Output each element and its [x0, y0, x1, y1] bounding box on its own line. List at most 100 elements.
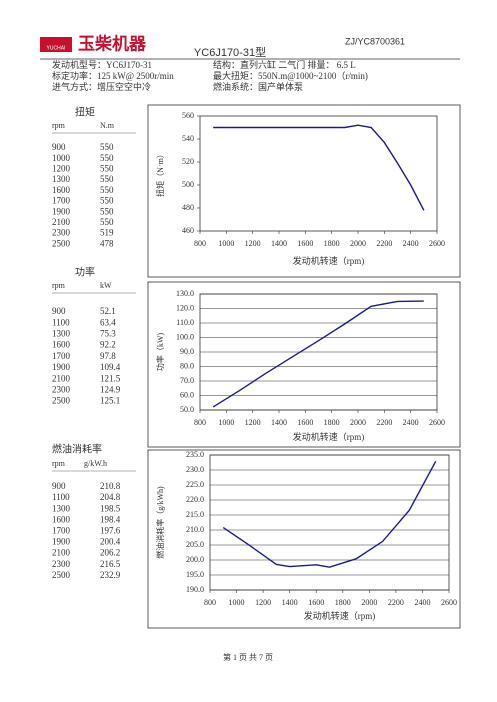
table-cell: 97.8: [100, 351, 116, 361]
table-cell: 2100: [52, 373, 71, 383]
table-cell: 478: [100, 238, 114, 248]
x-tick-label: 1000: [218, 239, 234, 248]
table-header: kW: [100, 281, 112, 290]
x-tick-label: 2400: [403, 418, 419, 427]
table-title: 燃油消耗率: [52, 442, 102, 455]
table-cell: 1600: [52, 185, 71, 195]
x-axis-label: 发动机转速（rpm): [293, 431, 365, 442]
table-cell: 1300: [52, 174, 71, 184]
y-tick-label: 120.0: [176, 303, 194, 312]
spec: 结构：直列六缸 二气门 排量： 6.5 L: [213, 59, 356, 70]
x-tick-label: 1000: [229, 598, 245, 607]
y-tick-label: 220.0: [186, 495, 204, 504]
table-cell: 1700: [52, 351, 71, 361]
table-cell: 2100: [52, 548, 71, 558]
x-tick-label: 1400: [282, 598, 298, 607]
x-tick-label: 1200: [245, 239, 261, 248]
y-tick-label: 235.0: [186, 450, 204, 459]
table-cell: 1600: [52, 340, 71, 350]
table-cell: 92.2: [100, 340, 116, 350]
table-cell: 550: [100, 206, 114, 216]
model-title: YC6J170-31型: [194, 45, 266, 59]
torque-curve: [212, 300, 424, 408]
x-tick-label: 800: [194, 418, 206, 427]
table-cell: 198.4: [100, 514, 121, 524]
table-cell: 1700: [52, 525, 71, 535]
table-cell: 1900: [52, 206, 71, 216]
table-cell: 1900: [52, 537, 71, 547]
table-cell: 1100: [52, 492, 70, 502]
table-cell: 52.1: [100, 306, 116, 316]
x-tick-label: 1600: [297, 418, 313, 427]
table-header: N.m: [100, 121, 115, 130]
table-cell: 1900: [52, 362, 71, 372]
y-tick-label: 70.0: [180, 376, 194, 385]
torque-curve: [213, 124, 425, 211]
y-tick-label: 50.0: [180, 405, 194, 414]
x-tick-label: 1800: [324, 418, 340, 427]
table-cell: 1300: [52, 328, 71, 338]
table-cell: 550: [100, 163, 114, 173]
x-tick-label: 2000: [361, 598, 377, 607]
y-tick-label: 195.0: [186, 570, 204, 579]
y-tick-label: 190.0: [186, 585, 204, 594]
table-cell: 124.9: [100, 384, 121, 394]
y-tick-label: 90.0: [180, 347, 194, 356]
x-tick-label: 1200: [255, 598, 271, 607]
table-cell: 550: [100, 217, 114, 227]
x-tick-label: 2200: [376, 418, 392, 427]
table-cell: 2100: [52, 217, 71, 227]
y-tick-label: 80.0: [180, 361, 194, 370]
table-cell: 550: [100, 185, 114, 195]
y-tick-label: 60.0: [180, 390, 194, 399]
y-axis-label: 扭矩（N·m）: [155, 150, 165, 197]
y-tick-label: 225.0: [186, 480, 204, 489]
y-tick-label: 130.0: [176, 289, 194, 298]
spec: 进气方式：增压空空中冷: [52, 81, 151, 92]
x-tick-label: 1800: [335, 598, 351, 607]
table-cell: 2300: [52, 559, 71, 569]
x-tick-label: 1000: [218, 418, 234, 427]
table-cell: 204.8: [100, 492, 121, 502]
y-axis-label: 功率（kW): [155, 333, 165, 372]
table-title: 功率: [75, 265, 95, 278]
x-tick-label: 1400: [271, 418, 287, 427]
table-cell: 519: [100, 228, 114, 238]
table-cell: 900: [52, 142, 66, 152]
y-tick-label: 100.0: [176, 332, 194, 341]
table-cell: 1700: [52, 196, 71, 206]
y-tick-label: 500: [182, 180, 194, 189]
y-tick-label: 110.0: [176, 318, 194, 327]
logo-mark: [40, 37, 72, 52]
table-header: rpm: [52, 459, 66, 468]
table-cell: 232.9: [100, 570, 121, 580]
spec: 最大扭矩：550N.m@1000~2100（r/min): [213, 70, 368, 81]
plot-area: [199, 115, 438, 232]
plot-area: [209, 454, 450, 591]
table-cell: 216.5: [100, 559, 121, 569]
table-cell: 2500: [52, 570, 71, 580]
table-cell: 550: [100, 142, 114, 152]
y-tick-label: 215.0: [186, 510, 204, 519]
x-tick-label: 2600: [441, 598, 457, 607]
x-tick-label: 2600: [429, 239, 445, 248]
x-tick-label: 1200: [245, 418, 261, 427]
y-tick-label: 210.0: [186, 525, 204, 534]
table-title: 扭矩: [75, 105, 95, 118]
table-cell: 75.3: [100, 328, 116, 338]
y-tick-label: 200.0: [186, 555, 204, 564]
x-axis-label: 发动机转速（rpm): [304, 610, 376, 621]
table-cell: 109.4: [100, 362, 121, 372]
logo-text: 玉柴机器: [78, 33, 147, 53]
spec: 燃油系统：国产单体泵: [213, 81, 303, 92]
table-cell: 1600: [52, 514, 71, 524]
table-cell: 550: [100, 174, 114, 184]
x-tick-label: 2200: [388, 598, 404, 607]
footer: 第 1 页 共 7 页: [223, 652, 273, 662]
table-cell: 2300: [52, 228, 71, 238]
y-tick-label: 520: [182, 157, 194, 166]
chart-frame: [147, 449, 461, 629]
torque-curve: [222, 460, 437, 568]
logo-sub: YUCHAI: [47, 45, 66, 51]
